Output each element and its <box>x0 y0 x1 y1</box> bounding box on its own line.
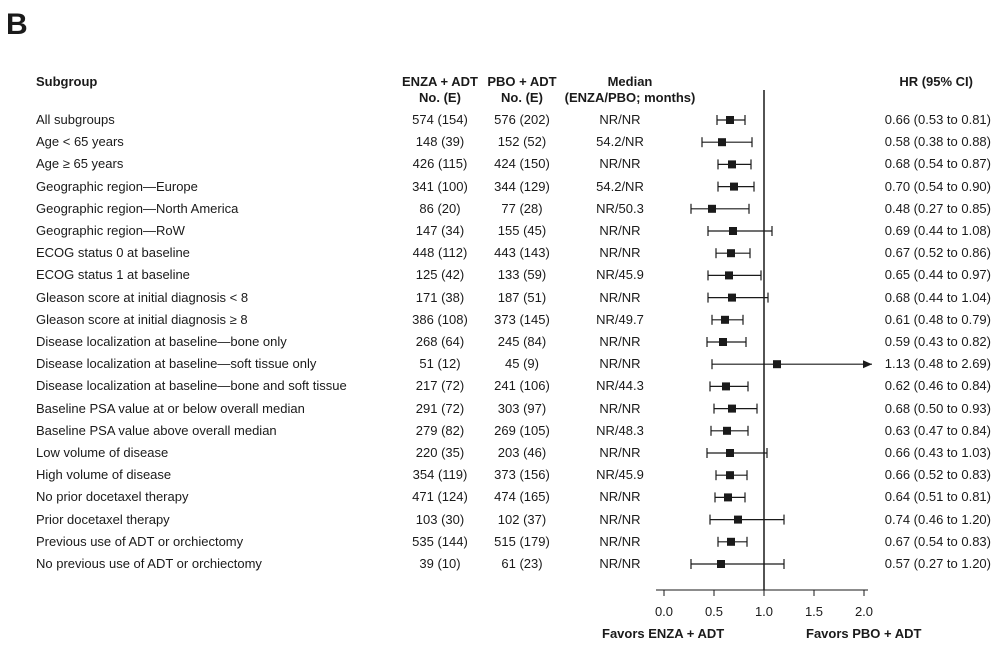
hr-marker <box>725 271 733 279</box>
hr-marker <box>708 205 716 213</box>
hr-marker <box>734 516 742 524</box>
ci-arrow <box>863 360 872 368</box>
hr-marker <box>726 471 734 479</box>
hr-marker <box>728 405 736 413</box>
hr-marker <box>719 338 727 346</box>
favors-left-label: Favors ENZA + ADT <box>602 626 724 641</box>
hr-marker <box>723 427 731 435</box>
hr-marker <box>727 538 735 546</box>
x-tick-label: 2.0 <box>855 604 873 619</box>
hr-marker <box>724 493 732 501</box>
x-tick-label: 1.0 <box>755 604 773 619</box>
hr-marker <box>728 160 736 168</box>
x-tick-label: 1.5 <box>805 604 823 619</box>
favors-right-label: Favors PBO + ADT <box>806 626 921 641</box>
x-tick-label: 0.5 <box>705 604 723 619</box>
hr-marker <box>721 316 729 324</box>
hr-marker <box>727 249 735 257</box>
hr-marker <box>726 116 734 124</box>
hr-marker <box>773 360 781 368</box>
hr-marker <box>730 183 738 191</box>
hr-marker <box>722 382 730 390</box>
hr-marker <box>717 560 725 568</box>
x-tick-label: 0.0 <box>655 604 673 619</box>
hr-marker <box>718 138 726 146</box>
hr-marker <box>728 294 736 302</box>
hr-marker <box>726 449 734 457</box>
hr-marker <box>729 227 737 235</box>
